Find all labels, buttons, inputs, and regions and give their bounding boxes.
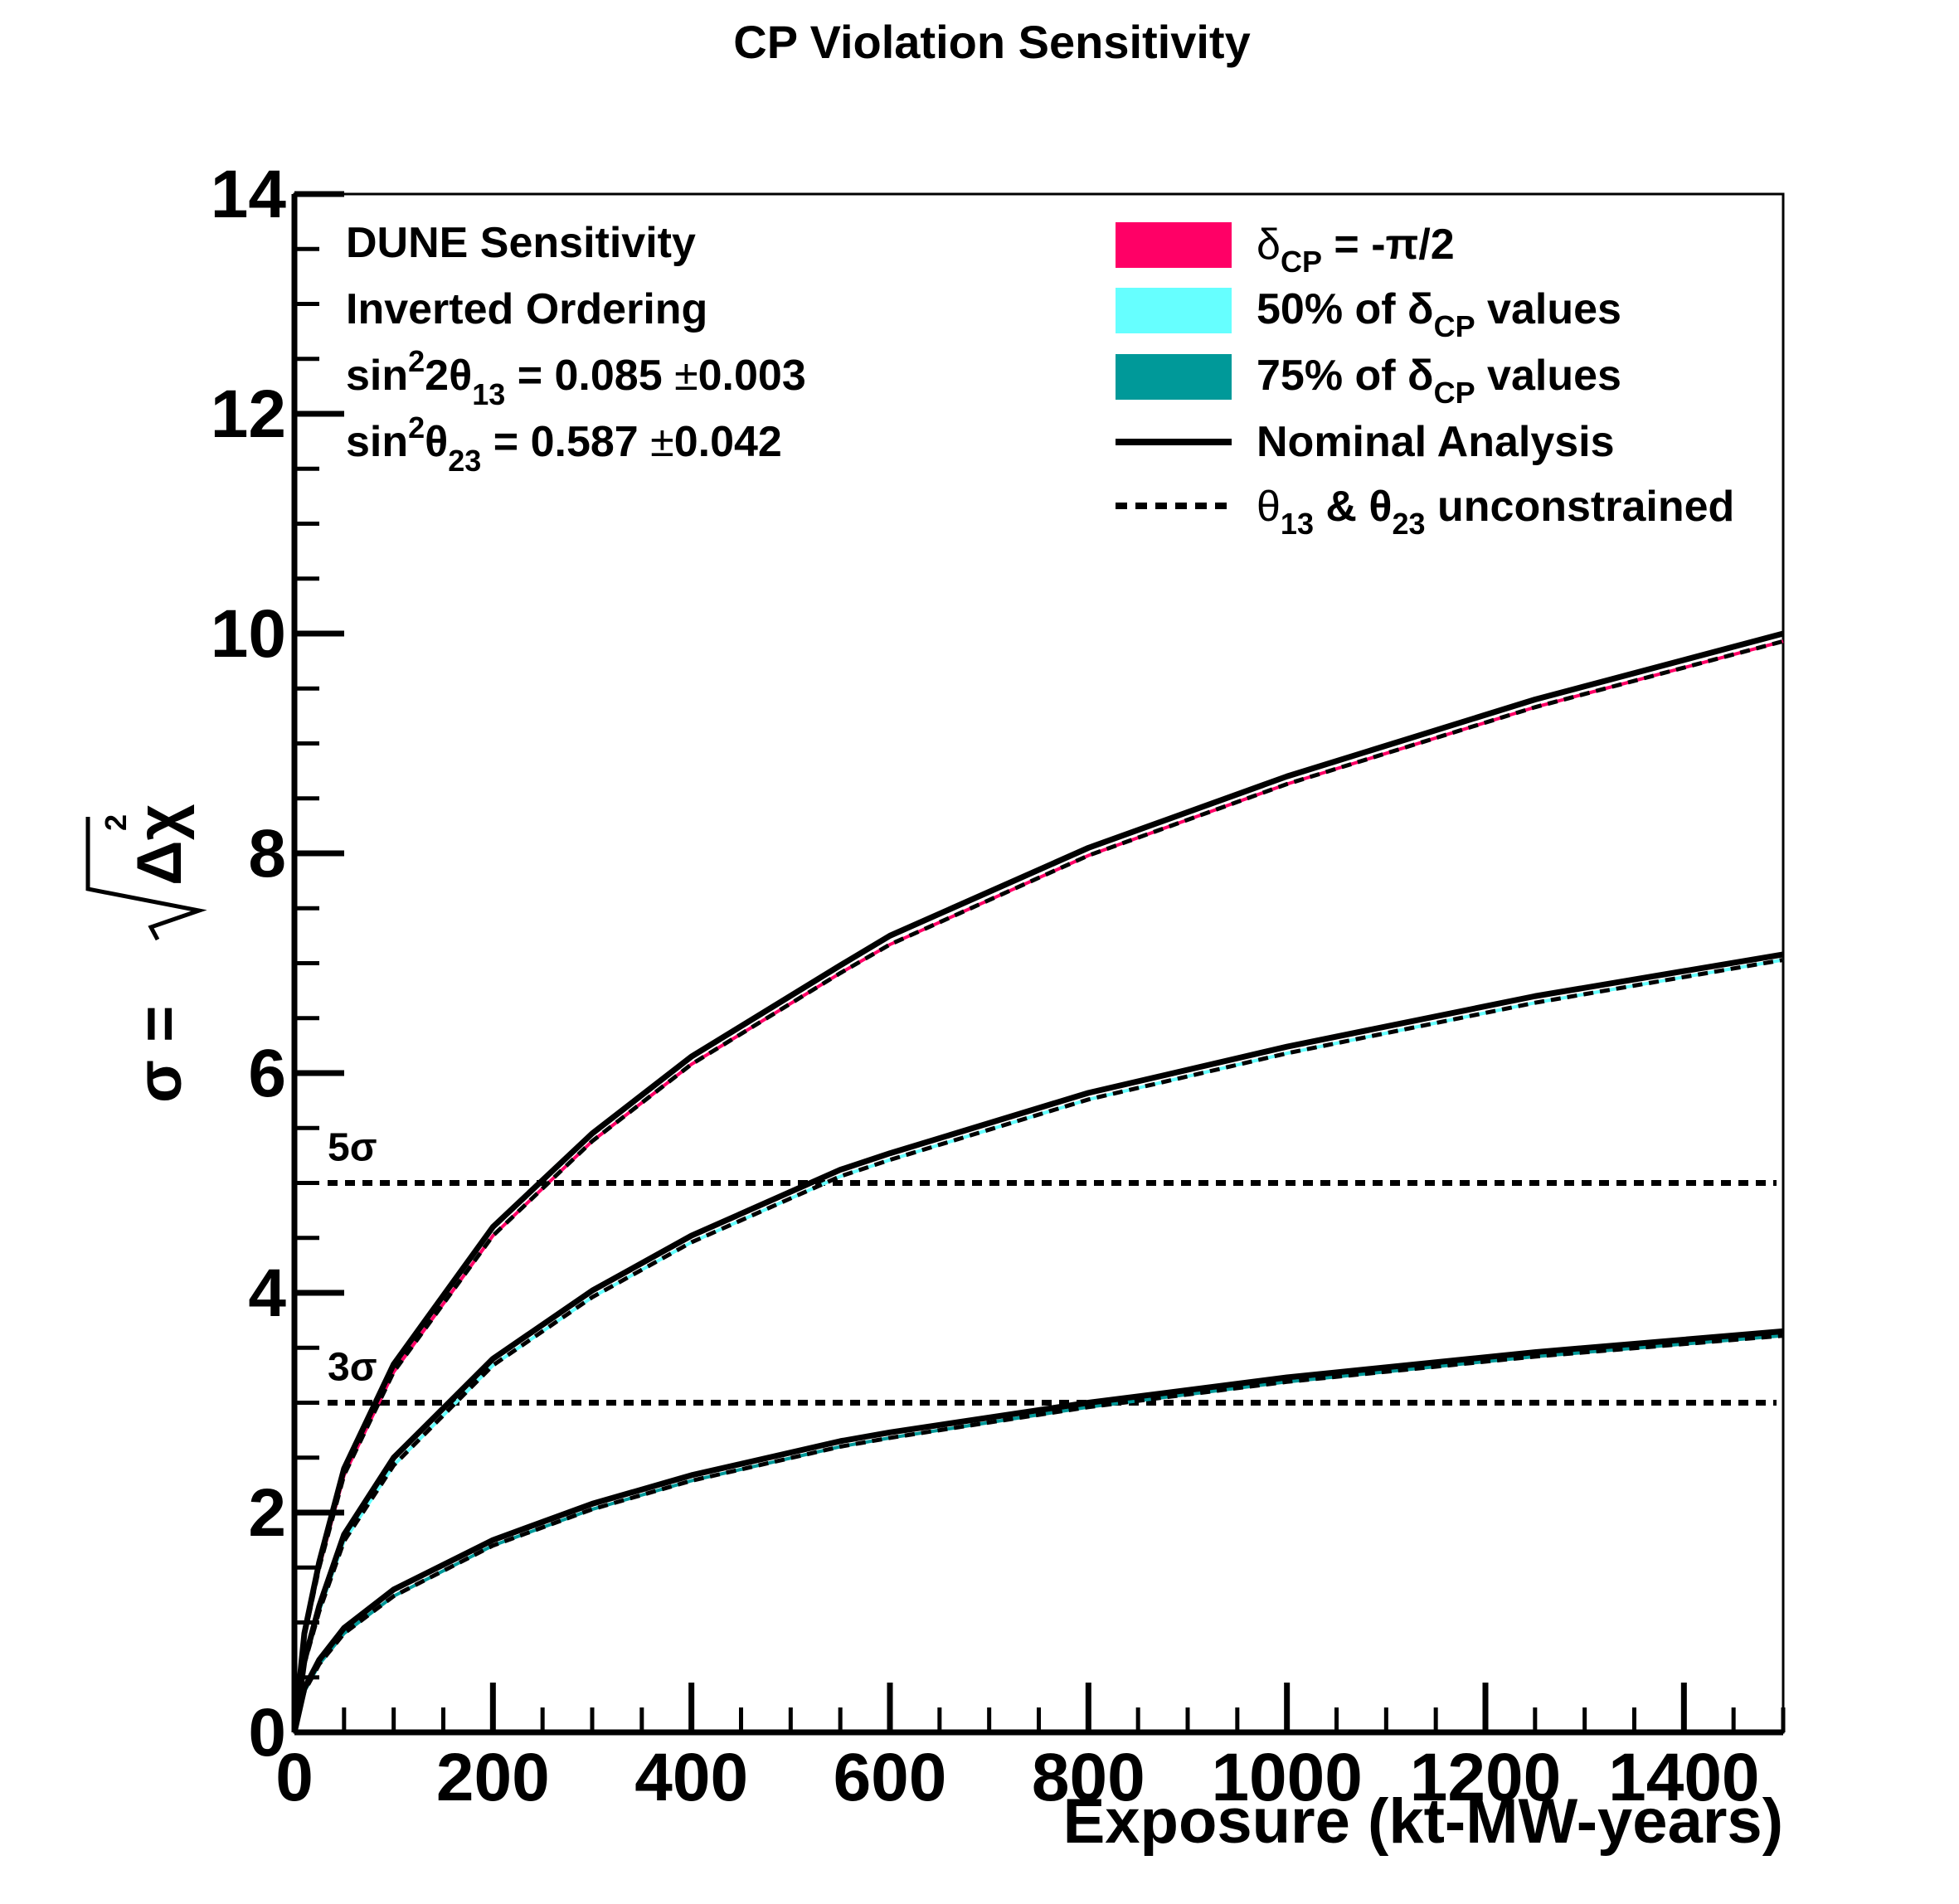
series-unconstrained-line: [292, 1333, 1784, 1733]
x-tick-label: 200: [436, 1740, 550, 1815]
x-axis-title: Exposure (kt-MW-years): [1063, 1786, 1783, 1857]
info-text: DUNE Sensitivity Inverted Ordering sin22…: [346, 219, 806, 478]
y-tick-label: 10: [211, 596, 286, 672]
x-ticks: 0 200 400 600 800 1000 1200 1400: [275, 1683, 1786, 1815]
x-tick-label: 1200: [1410, 1740, 1561, 1815]
y-tick-label: 8: [248, 816, 286, 891]
legend-swatch-50-percent: [1116, 288, 1232, 333]
x-tick-label: 1400: [1608, 1740, 1759, 1815]
y-tick-label: 0: [248, 1695, 286, 1770]
info-line-3-pm: ±: [674, 352, 698, 400]
y-tick-label: 14: [211, 157, 287, 232]
plot-area: 5σ 3σ 0 2 4 6 8 10 12 14 0 200 400 600 800 1000 1200 14…: [211, 157, 1786, 1815]
x-tick-label: 1000: [1211, 1740, 1362, 1815]
series-band-edge: [293, 958, 1784, 1733]
info-line-3-c: = 0.085: [505, 352, 674, 400]
series-nominal-line: [291, 1328, 1784, 1733]
legend-swatch-delta-cp: [1116, 222, 1232, 268]
reference-line-label: 3σ: [328, 1346, 377, 1390]
y-tick-label: 12: [211, 376, 286, 452]
info-line-4-pm: ±: [650, 418, 674, 466]
y-tick-label: 6: [248, 1036, 286, 1111]
x-tick-label: 0: [275, 1740, 314, 1815]
chart-title: CP Violation Sensitivity: [733, 16, 1250, 68]
y-tick-label: 4: [248, 1256, 286, 1331]
x-tick-label: 800: [1032, 1740, 1145, 1815]
reference-lines: 5σ 3σ: [328, 1126, 1777, 1406]
sqrt-sign-icon: [85, 817, 207, 941]
info-line-4-a: sin: [346, 418, 408, 466]
legend-label-75-percent: 75% of δCP values: [1257, 352, 1621, 410]
y-axis-title-prefix: σ =: [124, 1006, 195, 1104]
x-tick-label: 600: [834, 1740, 947, 1815]
series-lines: [291, 630, 1784, 1733]
legend-label-unconstrained: θ13 & θ23 unconstrained: [1257, 483, 1734, 541]
series-band-edge: [293, 639, 1784, 1733]
legend: δCP = -π/2 50% of δCP values 75% of δCP …: [1116, 221, 1734, 541]
info-line-3-sup: 2: [408, 344, 425, 378]
x-tick-label: 400: [634, 1740, 748, 1815]
reference-line-label: 5σ: [328, 1126, 377, 1170]
y-tick-label: 2: [248, 1475, 286, 1551]
series-nominal-line: [291, 951, 1784, 1733]
info-line-4: sin2θ23 = 0.587 ±0.042: [346, 410, 782, 478]
y-axis-title: σ = Δχ 2: [85, 804, 207, 1104]
legend-swatch-75-percent: [1116, 354, 1232, 400]
series-nominal-line: [291, 630, 1784, 1733]
info-line-3: sin22θ13 = 0.085 ±0.003: [346, 344, 806, 411]
legend-label-nominal: Nominal Analysis: [1257, 418, 1615, 466]
info-line-4-sup: 2: [408, 410, 425, 444]
legend-label-50-percent: 50% of δCP values: [1257, 285, 1621, 343]
info-line-4-d: 0.042: [674, 418, 782, 466]
y-axis-title-exponent: 2: [99, 814, 133, 831]
info-line-2: Inverted Ordering: [346, 285, 707, 333]
info-line-3-d: 0.003: [698, 352, 806, 400]
info-line-4-c: = 0.587: [481, 418, 650, 466]
legend-label-delta-cp: δCP = -π/2: [1257, 221, 1455, 279]
info-line-1: DUNE Sensitivity: [346, 219, 696, 267]
info-line-3-a: sin: [346, 352, 408, 400]
y-axis-title-radicand: Δχ: [124, 804, 195, 886]
series-unconstrained-line: [292, 958, 1784, 1733]
series-unconstrained-line: [292, 639, 1784, 1733]
info-line-4-b: θ: [425, 418, 448, 466]
info-line-3-sub: 13: [472, 377, 505, 411]
info-line-3-b: 2θ: [425, 352, 472, 400]
info-line-4-sub: 23: [448, 444, 481, 478]
y-ticks: 0 2 4 6 8 10 12 14: [211, 157, 344, 1770]
